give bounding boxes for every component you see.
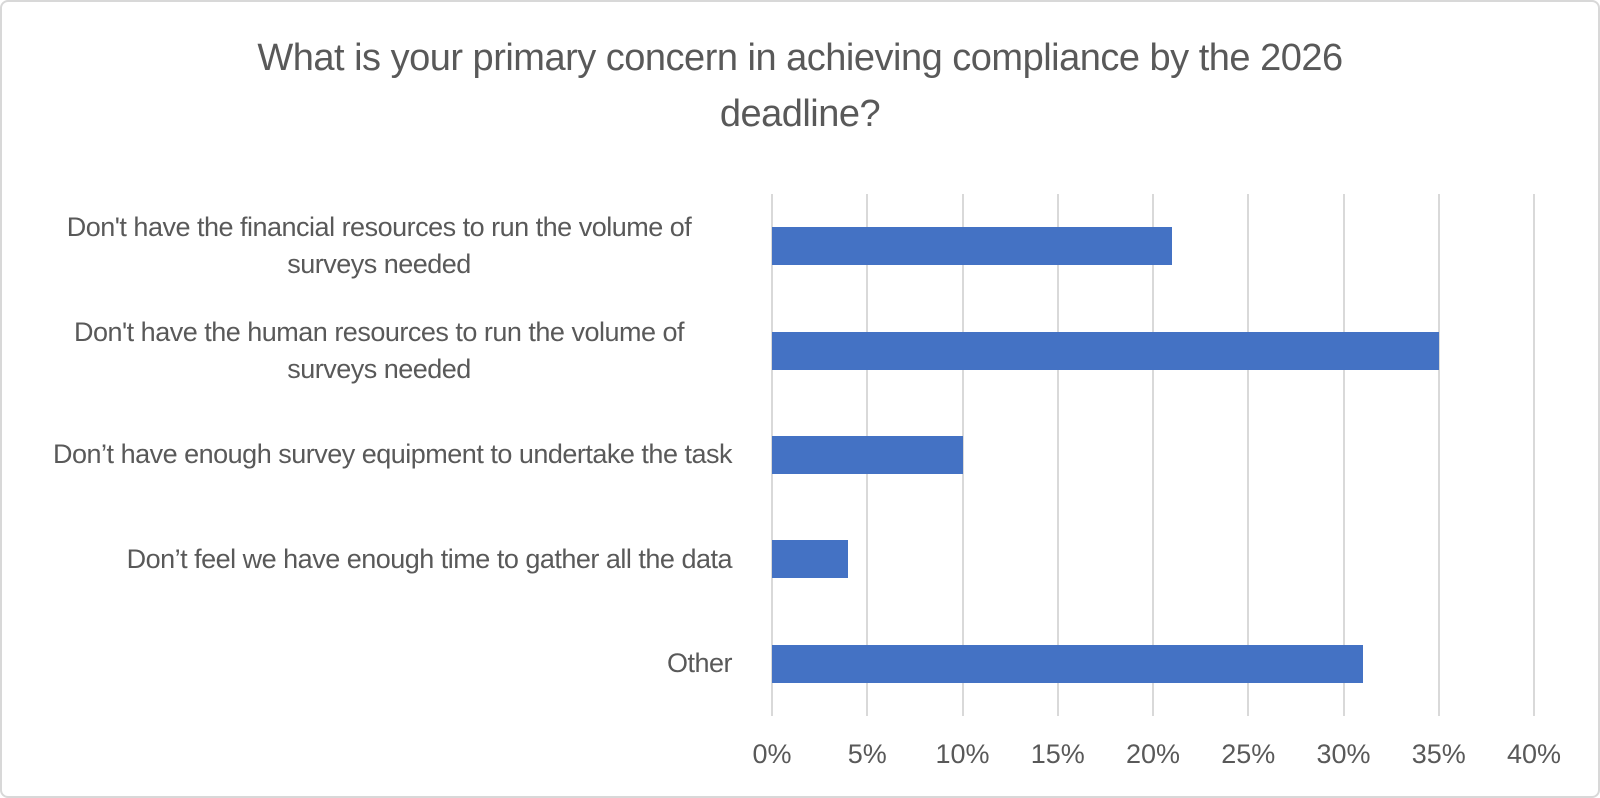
gridline: [1152, 194, 1154, 716]
gridline: [961, 194, 964, 716]
x-tick-label: 10%: [935, 739, 990, 769]
category-label-text: Don't have the human resources to run th…: [73, 316, 685, 384]
bar-4: [772, 540, 849, 579]
gridline: [1247, 194, 1250, 716]
plot-area: [771, 194, 1535, 716]
category-label-text: Don’t feel we have enough time to gather…: [126, 543, 733, 574]
x-tick-label: 5%: [847, 739, 887, 769]
category-label: Don’t feel we have enough time to gather…: [26, 507, 733, 611]
x-tick-label: 40%: [1506, 739, 1562, 769]
x-tick-label: 25%: [1221, 739, 1276, 769]
category-axis: Don't have the financial resources to ru…: [26, 194, 732, 716]
category-label: Don’t have enough survey equipment to un…: [26, 403, 732, 507]
value-axis: 0% 5% 10% 15% 20% 25% 30% 35% 40%: [752, 739, 1561, 773]
category-label: Don't have the financial resources to ru…: [26, 194, 732, 298]
bar-1: [772, 227, 1173, 266]
gridline: [1056, 194, 1059, 716]
x-tick-label: 30%: [1316, 739, 1371, 769]
bar-3: [772, 436, 963, 474]
category-label: Other: [26, 612, 733, 716]
x-tick-label: 20%: [1125, 739, 1181, 769]
x-tick-label: 15%: [1030, 739, 1085, 769]
bar-5: [772, 644, 1363, 683]
x-tick-label: 0%: [752, 739, 792, 769]
category-label: Don't have the human resources to run th…: [26, 298, 732, 402]
gridline: [1437, 194, 1440, 716]
category-label-text: Don’t have enough survey equipment to un…: [53, 439, 732, 470]
gridline: [1342, 194, 1345, 716]
category-label-text: Other: [666, 648, 733, 679]
bar-2: [772, 331, 1439, 370]
category-label-text: Don't have the financial resources to ru…: [66, 212, 692, 280]
x-tick-label: 35%: [1411, 739, 1466, 769]
gridline: [1533, 194, 1535, 716]
chart-title: What is your primary concern in achievin…: [257, 37, 1343, 135]
